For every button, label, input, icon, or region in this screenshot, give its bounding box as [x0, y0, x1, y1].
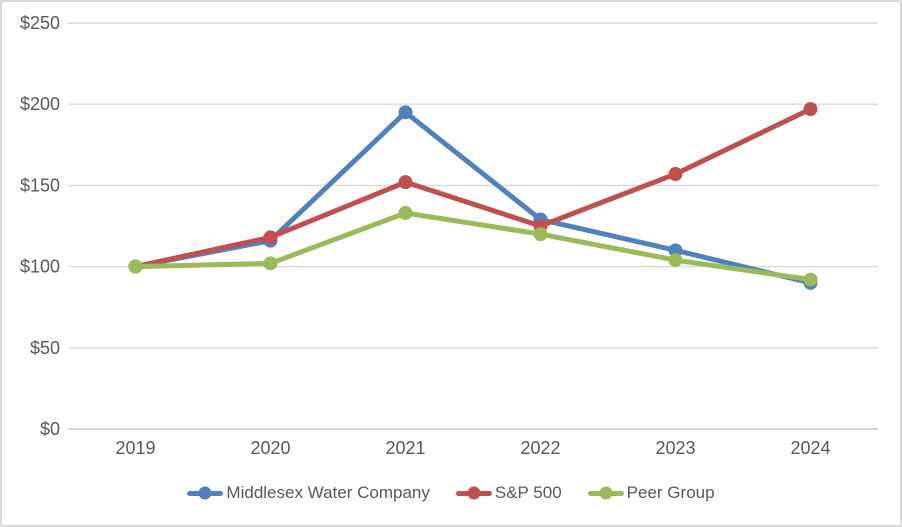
data-point-marker	[668, 167, 683, 182]
y-axis-tick-label: $50	[30, 338, 60, 358]
legend-dot-icon	[467, 486, 481, 500]
legend-label-sp500: S&P 500	[494, 483, 562, 502]
legend-dot-icon	[599, 486, 613, 500]
legend-line-dot-icon	[187, 486, 224, 500]
data-point-marker	[398, 105, 413, 120]
series-line	[133, 106, 813, 270]
y-axis-tick-label: $200	[20, 94, 60, 114]
data-point-marker	[263, 256, 278, 271]
x-axis-tick-label: 2021	[385, 438, 425, 458]
series-line	[133, 109, 813, 286]
chart-legend: Middlesex Water Company S&P 500 Peer Gro…	[2, 478, 900, 508]
legend-label-peer-group: Peer Group	[626, 483, 715, 502]
y-axis-tick-label: $150	[20, 175, 60, 195]
data-point-marker	[128, 259, 143, 274]
legend-line-dot-icon	[587, 486, 624, 500]
legend-label-middlesex-water-company: Middlesex Water Company	[226, 483, 430, 502]
data-point-marker	[803, 102, 818, 117]
data-point-marker	[398, 206, 413, 221]
legend-item-sp500: S&P 500	[455, 483, 562, 502]
data-point-marker	[263, 230, 278, 245]
y-axis-tick-label: $250	[20, 13, 60, 33]
data-point-marker	[668, 243, 683, 258]
legend-line-dot-icon	[455, 486, 492, 500]
x-axis-tick-label: 2024	[790, 438, 830, 458]
y-axis-tick-label: $0	[40, 419, 60, 439]
data-point-marker	[533, 227, 548, 242]
legend-item-middlesex-water-company: Middlesex Water Company	[187, 483, 430, 502]
legend-dot-icon	[198, 486, 212, 500]
x-axis-tick-label: 2022	[520, 438, 560, 458]
x-axis-tick-label: 2023	[655, 438, 695, 458]
data-point-marker	[668, 253, 683, 268]
series-line	[133, 210, 813, 283]
x-axis-tick-label: 2019	[115, 438, 155, 458]
data-point-marker	[398, 175, 413, 190]
legend-item-peer-group: Peer Group	[587, 483, 715, 502]
y-axis-tick-label: $100	[20, 257, 60, 277]
x-axis-tick-label: 2020	[250, 438, 290, 458]
data-point-marker	[803, 272, 818, 287]
